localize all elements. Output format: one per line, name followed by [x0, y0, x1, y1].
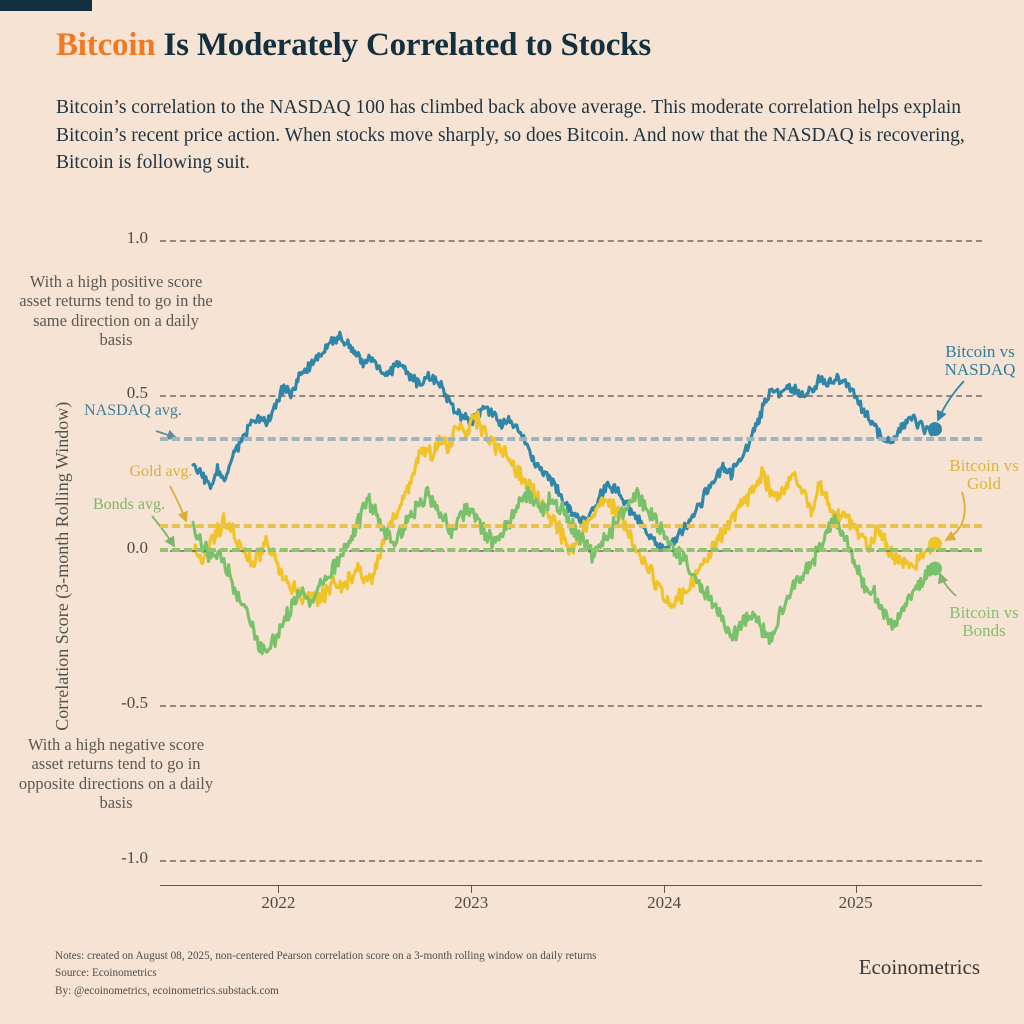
series-label-gold: Bitcoin vs Gold — [949, 456, 1019, 494]
annotation-negative: With a high negative score asset returns… — [18, 735, 214, 813]
y-axis-tick-label: 1.0 — [126, 228, 148, 247]
page-title: Bitcoin Is Moderately Correlated to Stoc… — [56, 27, 986, 64]
annotation-arrow — [936, 380, 965, 422]
accent-bar — [0, 0, 92, 11]
series-line — [191, 485, 937, 656]
annotation-positive: With a high positive score asset returns… — [19, 272, 213, 350]
bonds-average-label: Bonds avg. — [93, 496, 165, 513]
footer-source-line: Source: Ecoinometrics — [55, 967, 157, 980]
series-end-marker — [928, 561, 942, 576]
page-subtitle: Bitcoin’s correlation to the NASDAQ 100 … — [56, 97, 965, 174]
brand-wordmark: Ecoinometrics — [858, 955, 980, 979]
nasdaq-average-label: NASDAQ avg. — [84, 402, 182, 419]
x-axis-line — [160, 885, 982, 886]
series-line — [191, 330, 937, 552]
x-axis-tick-label: 2022 — [261, 893, 296, 912]
x-axis-tick-mark — [664, 885, 666, 893]
x-axis-tick-mark — [855, 885, 857, 893]
average-line — [160, 436, 982, 441]
x-axis-tick-mark — [278, 885, 280, 893]
series-label-nasdaq: Bitcoin vs NASDAQ — [944, 342, 1016, 380]
y-axis-tick-label: -1.0 — [121, 848, 148, 867]
x-axis-tick-label: 2025 — [838, 893, 873, 912]
gold-average-label: Gold avg. — [129, 463, 193, 480]
gridline — [160, 240, 982, 242]
x-axis-tick-label: 2024 — [647, 893, 682, 912]
average-line — [160, 548, 982, 553]
title-rest: Is Moderately Correlated to Stocks — [155, 27, 651, 63]
average-line — [160, 523, 982, 528]
y-axis-tick-label: 0.0 — [126, 538, 148, 557]
series-end-marker — [928, 422, 942, 437]
annotation-arrow — [938, 572, 957, 597]
gridline — [160, 705, 982, 707]
x-axis-tick-mark — [471, 885, 473, 893]
y-axis-label: Correlation Score (3-month Rolling Windo… — [51, 401, 72, 731]
y-axis-tick-label: -0.5 — [121, 693, 148, 712]
footer-by-line: By: @ecoinometrics, ecoinometrics.substa… — [55, 984, 279, 997]
annotation-arrow — [944, 491, 966, 541]
y-axis-tick-label: 0.5 — [126, 383, 148, 402]
footer-notes: Notes: created on August 08, 2025, non-c… — [55, 948, 597, 1000]
x-axis-tick-label: 2023 — [454, 893, 489, 912]
series-line — [191, 410, 937, 609]
gridline — [160, 395, 982, 397]
gridline — [160, 860, 982, 862]
annotation-arrow — [169, 485, 188, 523]
series-label-bonds: Bitcoin vs Bonds — [949, 603, 1019, 641]
title-highlight: Bitcoin — [56, 27, 156, 63]
footer-note-line: Notes: created on August 08, 2025, non-c… — [55, 950, 597, 962]
annotation-arrow — [151, 515, 175, 548]
